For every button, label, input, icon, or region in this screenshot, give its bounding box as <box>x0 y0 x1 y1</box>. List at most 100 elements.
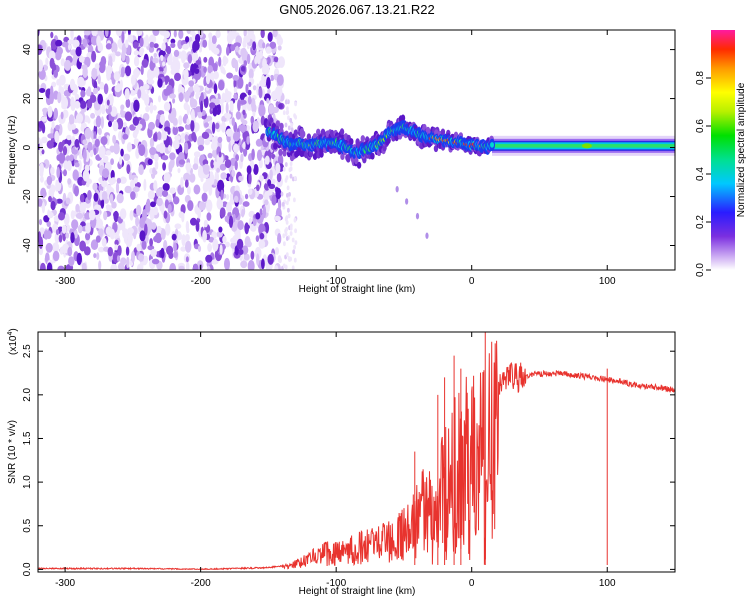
noise-speckle <box>222 235 227 244</box>
noise-speckle <box>213 47 220 55</box>
noise-speckle <box>237 220 244 231</box>
noise-speckle <box>149 137 155 148</box>
noise-speckle <box>116 193 124 204</box>
noise-speckle <box>56 166 60 179</box>
noise-speckle <box>203 66 207 73</box>
noise-speckle <box>55 124 60 131</box>
noise-speckle <box>246 240 252 248</box>
noise-speckle <box>91 67 98 80</box>
noise-speckle <box>259 232 265 240</box>
noise-speckle <box>71 219 79 230</box>
noise-speckle <box>136 264 143 270</box>
noise-speckle <box>186 30 191 35</box>
noise-speckle <box>256 253 260 266</box>
noise-speckle <box>230 44 236 52</box>
snr-plot-area <box>38 332 675 571</box>
snr-x-axis: -300 -200 -100 0 100 <box>55 332 616 589</box>
noise-speckle <box>126 256 130 269</box>
noise-speckle <box>294 228 297 234</box>
noise-speckle <box>38 246 44 256</box>
noise-speckle <box>187 186 191 195</box>
noise-speckle <box>220 121 226 133</box>
noise-speckle <box>169 93 177 99</box>
noise-speckle <box>114 84 122 93</box>
spectrogram-x-axis: -300 -200 -100 0 100 <box>55 30 616 287</box>
noise-speckle <box>53 107 58 120</box>
noise-speckle <box>68 114 75 124</box>
noise-speckle <box>93 192 99 202</box>
noise-speckle <box>78 159 82 171</box>
noise-speckle <box>142 209 147 222</box>
noise-speckle <box>61 103 68 110</box>
ridge-halo <box>279 122 284 130</box>
noise-speckle <box>110 158 114 166</box>
ridge-core <box>490 142 495 148</box>
noise-speckle <box>281 201 285 207</box>
noise-speckle <box>262 58 267 70</box>
noise-speckle <box>62 243 70 254</box>
noise-speckle <box>160 202 165 215</box>
noise-speckle <box>119 156 123 165</box>
noise-speckle <box>109 228 115 240</box>
noise-speckle <box>244 222 249 235</box>
snr-line <box>38 340 675 571</box>
noise-speckle <box>38 120 44 129</box>
noise-speckle <box>184 123 192 130</box>
noise-speckle <box>289 231 293 236</box>
noise-speckle <box>211 231 218 240</box>
noise-speckle <box>160 228 166 240</box>
noise-speckle <box>282 233 286 239</box>
noise-speckle <box>140 65 144 76</box>
noise-speckle <box>159 187 163 198</box>
noise-speckle <box>167 203 172 214</box>
noise-speckle <box>158 142 166 154</box>
noise-speckle <box>255 138 263 147</box>
noise-speckle <box>60 111 64 120</box>
noise-speckle <box>203 56 208 63</box>
colorbar-tick-label: 0.8 <box>695 71 706 85</box>
ridge-halo <box>360 135 366 143</box>
noise-speckle <box>207 265 211 270</box>
noise-speckle <box>95 115 102 128</box>
ridge-halo <box>300 130 306 138</box>
colorbar-tick-label: 0.2 <box>695 215 706 229</box>
noise-speckle <box>47 133 55 139</box>
noise-speckle <box>63 213 70 226</box>
y-tick-label: 0 <box>22 144 33 150</box>
noise-speckle <box>246 136 251 145</box>
noise-speckle <box>292 249 296 255</box>
noise-speckle <box>164 126 171 132</box>
noise-speckle <box>286 109 290 115</box>
noise-speckle <box>147 75 153 84</box>
noise-speckle <box>237 229 241 241</box>
noise-speckle <box>250 250 255 260</box>
noise-speckle <box>151 258 160 265</box>
noise-speckle <box>115 30 123 37</box>
band-blob <box>581 143 592 149</box>
noise-speckle <box>280 191 284 197</box>
noise-speckle <box>205 178 213 187</box>
noise-speckle <box>247 95 252 105</box>
noise-speckle <box>68 256 75 267</box>
noise-speckle <box>163 88 170 97</box>
noise-speckle <box>120 104 125 111</box>
noise-speckle <box>159 30 167 36</box>
noise-speckle <box>85 181 90 188</box>
noise-speckle <box>197 207 202 219</box>
snr-multiplier-base: (x104) <box>7 328 19 355</box>
noise-speckle <box>120 108 124 116</box>
noise-speckle <box>183 62 190 69</box>
noise-speckle <box>267 253 274 265</box>
noise-speckle <box>282 263 286 269</box>
noise-speckle <box>271 153 276 160</box>
noise-speckle <box>285 236 289 241</box>
faint-track-point <box>395 185 399 193</box>
noise-speckle <box>116 255 121 262</box>
noise-speckle <box>82 169 90 182</box>
noise-speckle <box>294 114 297 120</box>
noise-speckle <box>197 245 202 252</box>
noise-speckle <box>47 105 53 118</box>
noise-speckle <box>248 81 252 88</box>
snr-multiplier-open: (x10 <box>8 335 19 355</box>
noise-speckle <box>200 176 204 182</box>
